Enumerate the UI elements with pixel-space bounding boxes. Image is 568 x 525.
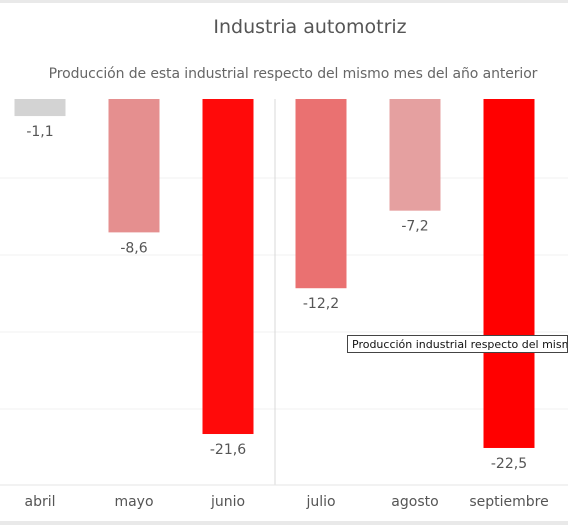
bar-abril [14, 99, 66, 117]
bar-septiembre [483, 99, 535, 448]
tooltip: Producción industrial respecto del mismo [347, 335, 568, 353]
data-label-abril: -1,1 [26, 124, 53, 140]
bottom-border [0, 521, 568, 525]
data-label-agosto: -7,2 [401, 219, 428, 235]
bar-agosto [389, 99, 441, 211]
data-label-septiembre: -22,5 [491, 456, 527, 472]
data-label-junio: -21,6 [210, 442, 246, 458]
tick-label-mayo: mayo [114, 494, 153, 510]
tick-label-abril: abril [24, 494, 55, 510]
chart-title: Industria automotriz [213, 16, 407, 38]
top-border [0, 0, 568, 3]
tick-label-julio: julio [305, 494, 335, 510]
data-label-mayo: -8,6 [120, 240, 147, 256]
tick-label-septiembre: septiembre [469, 494, 548, 510]
tick-label-junio: junio [210, 494, 245, 510]
tick-label-agosto: agosto [391, 494, 438, 510]
bar-junio [202, 99, 254, 435]
bar-julio [295, 99, 347, 289]
data-label-julio: -12,2 [303, 296, 339, 312]
chart-subtitle: Producción de esta industrial respecto d… [48, 66, 538, 82]
bar-mayo [108, 99, 160, 233]
